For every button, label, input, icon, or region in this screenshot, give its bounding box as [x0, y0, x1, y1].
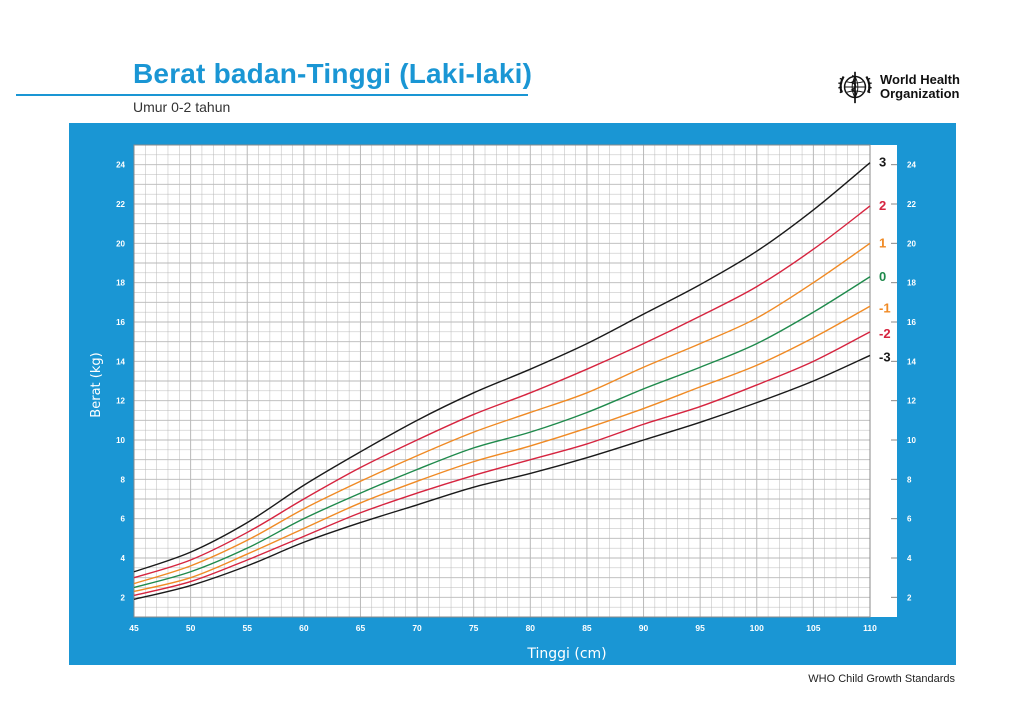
y-tick-label-right: 10 [907, 436, 916, 445]
x-tick-label: 65 [356, 623, 366, 633]
plot-border [133, 144, 871, 618]
page-title: Berat badan-Tinggi (Laki-laki) [133, 58, 533, 89]
series-line--3 [133, 354, 871, 600]
who-logo-line-1: World Health [880, 72, 960, 87]
series-label--3: -3 [879, 349, 891, 364]
who-logo-line-2: Organization [880, 86, 960, 101]
series-label-1: 1 [879, 235, 886, 250]
title-underline [16, 94, 528, 96]
x-tick-label: 50 [186, 623, 196, 633]
series-label-2: 2 [879, 198, 886, 213]
y-tick-label-right: 22 [907, 200, 916, 209]
y-tick-label-right: 20 [907, 239, 916, 248]
y-tick-label-right: 6 [907, 515, 912, 524]
x-tick-label: 85 [582, 623, 592, 633]
x-tick-label: 110 [863, 623, 877, 633]
y-tick-label-left: 20 [116, 239, 125, 248]
y-tick-label-left: 2 [121, 593, 126, 602]
y-tick-label-left: 24 [116, 161, 125, 170]
y-tick-label-left: 4 [121, 554, 126, 563]
y-tick-label-left: 16 [116, 318, 125, 327]
who-logo: World Health Organization [836, 68, 961, 106]
y-tick-label-left: 18 [116, 279, 125, 288]
y-tick-label-right: 12 [907, 397, 916, 406]
who-logo-text: World Health Organization [880, 73, 960, 101]
x-tick-label: 100 [750, 623, 764, 633]
series-label--2: -2 [879, 326, 891, 341]
y-tick-label-right: 4 [907, 554, 912, 563]
series-line-2 [133, 205, 871, 579]
x-tick-label: 45 [129, 623, 139, 633]
y-tick-label-right: 16 [907, 318, 916, 327]
y-tick-label-right: 18 [907, 279, 916, 288]
y-tick-label-left: 14 [116, 357, 125, 366]
series-label-0: 0 [879, 269, 886, 284]
x-tick-label: 105 [806, 623, 820, 633]
page-subtitle: Umur 0-2 tahun [133, 99, 231, 115]
y-tick-label-right: 2 [907, 593, 912, 602]
y-tick-label-left: 10 [116, 436, 125, 445]
y-axis-title: Berat (kg) [89, 352, 104, 417]
x-axis-title: Tinggi (cm) [526, 646, 606, 662]
y-tick-label-left: 22 [116, 200, 125, 209]
x-tick-label: 95 [695, 623, 705, 633]
series-line--2 [133, 331, 871, 597]
x-tick-label: 60 [299, 623, 309, 633]
x-tick-label: 80 [526, 623, 536, 633]
x-tick-label: 70 [412, 623, 422, 633]
x-tick-label: 55 [242, 623, 252, 633]
y-tick-label-right: 8 [907, 475, 912, 484]
y-tick-label-left: 8 [121, 475, 126, 484]
series-line-1 [133, 242, 871, 585]
series-line--1 [133, 305, 871, 593]
series-label--1: -1 [879, 300, 891, 315]
series-label-3: 3 [879, 155, 886, 170]
x-tick-label: 90 [639, 623, 649, 633]
y-tick-label-left: 6 [121, 515, 126, 524]
footer-source: WHO Child Growth Standards [808, 673, 955, 685]
y-tick-label-right: 24 [907, 161, 916, 170]
y-tick-label-right: 14 [907, 357, 916, 366]
y-tick-label-left: 12 [116, 397, 125, 406]
who-emblem-icon [838, 71, 872, 104]
x-tick-label: 75 [469, 623, 479, 633]
series-line-0 [133, 276, 871, 589]
series-line-3 [133, 162, 871, 573]
